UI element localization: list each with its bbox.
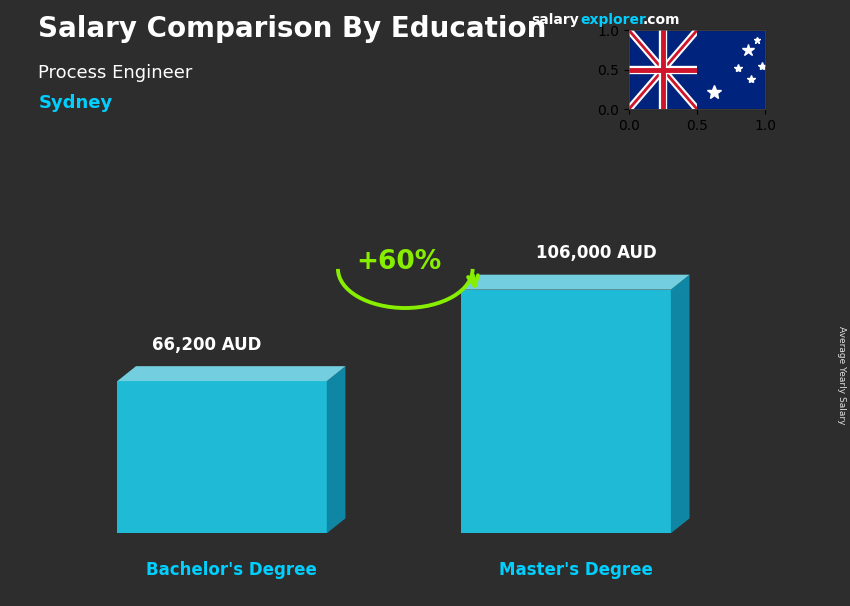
Polygon shape: [326, 366, 345, 533]
Text: Process Engineer: Process Engineer: [38, 64, 193, 82]
Text: Bachelor's Degree: Bachelor's Degree: [146, 561, 317, 579]
Polygon shape: [117, 366, 345, 381]
Text: 66,200 AUD: 66,200 AUD: [152, 336, 262, 353]
Text: 106,000 AUD: 106,000 AUD: [536, 244, 656, 262]
Text: salary: salary: [531, 13, 579, 27]
Text: .com: .com: [643, 13, 680, 27]
Text: Master's Degree: Master's Degree: [498, 561, 653, 579]
Text: +60%: +60%: [357, 249, 442, 275]
Text: Salary Comparison By Education: Salary Comparison By Education: [38, 15, 547, 43]
Polygon shape: [462, 275, 689, 290]
Polygon shape: [671, 275, 689, 533]
Text: Sydney: Sydney: [38, 94, 112, 112]
Polygon shape: [462, 290, 671, 533]
Text: Average Yearly Salary: Average Yearly Salary: [836, 327, 846, 425]
Polygon shape: [117, 381, 326, 533]
Text: explorer: explorer: [581, 13, 647, 27]
